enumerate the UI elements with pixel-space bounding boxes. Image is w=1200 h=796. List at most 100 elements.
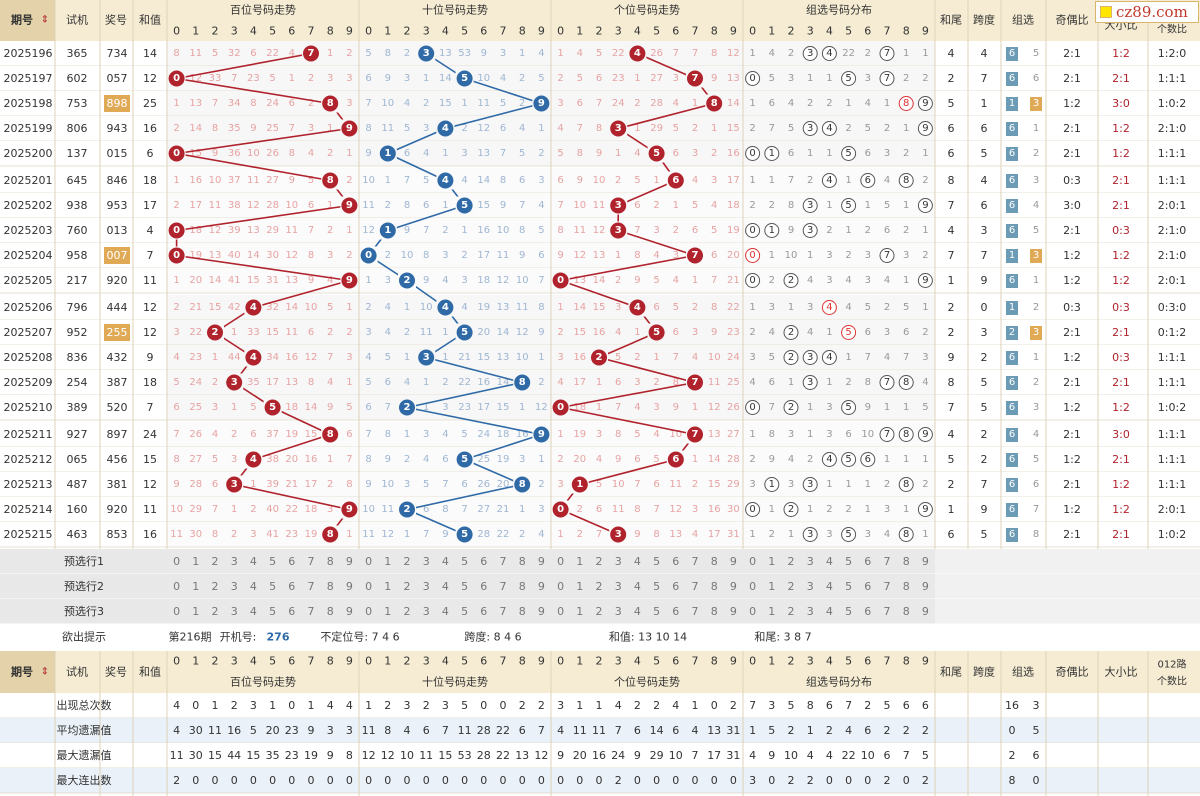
preselect-digit-button[interactable]: 8 [519,605,526,618]
preselect-digit-button[interactable]: 6 [864,605,871,618]
preselect-digit-button[interactable]: 0 [365,605,372,618]
preselect-digit-button[interactable]: 0 [749,605,756,618]
preselect-digit-button[interactable]: 3 [423,580,430,593]
preselect-digit-button[interactable]: 2 [788,580,795,593]
preselect-digit-button[interactable]: 5 [461,555,468,568]
preselect-digit-button[interactable]: 0 [365,555,372,568]
preselect-digit-button[interactable]: 2 [212,580,219,593]
preselect-digit-button[interactable]: 6 [288,555,295,568]
preselect-digit-button[interactable]: 3 [807,605,814,618]
preselect-digit-button[interactable]: 3 [615,555,622,568]
preselect-digit-button[interactable]: 2 [788,555,795,568]
preselect-digit-button[interactable]: 2 [788,605,795,618]
preselect-digit-button[interactable]: 1 [576,555,583,568]
preselect-digit-button[interactable]: 5 [461,605,468,618]
preselect-digit-button[interactable]: 4 [442,605,449,618]
preselect-digit-button[interactable]: 5 [845,580,852,593]
preselect-digit-button[interactable]: 7 [308,580,315,593]
preselect-digit-button[interactable]: 9 [922,580,929,593]
preselect-digit-button[interactable]: 6 [672,580,679,593]
preselect-digit-button[interactable]: 1 [192,555,199,568]
preselect-digit-button[interactable]: 9 [538,555,545,568]
preselect-digit-button[interactable]: 3 [615,605,622,618]
preselect-digit-button[interactable]: 7 [884,555,891,568]
preselect-digit-button[interactable]: 2 [404,555,411,568]
preselect-digit-button[interactable]: 6 [480,555,487,568]
preselect-digit-button[interactable]: 2 [212,555,219,568]
preselect-digit-button[interactable]: 0 [173,580,180,593]
preselect-digit-button[interactable]: 3 [423,605,430,618]
preselect-digit-button[interactable]: 6 [480,605,487,618]
preselect-digit-button[interactable]: 7 [500,580,507,593]
preselect-digit-button[interactable]: 8 [711,555,718,568]
preselect-digit-button[interactable]: 8 [903,555,910,568]
preselect-digit-button[interactable]: 9 [538,605,545,618]
preselect-digit-button[interactable]: 6 [480,580,487,593]
preselect-digit-button[interactable]: 5 [461,580,468,593]
preselect-digit-button[interactable]: 4 [634,555,641,568]
preselect-digit-button[interactable]: 8 [519,555,526,568]
preselect-digit-button[interactable]: 9 [922,605,929,618]
preselect-digit-button[interactable]: 5 [653,605,660,618]
preselect-digit-button[interactable]: 7 [308,555,315,568]
preselect-digit-button[interactable]: 2 [212,605,219,618]
preselect-digit-button[interactable]: 2 [404,580,411,593]
preselect-digit-button[interactable]: 3 [231,605,238,618]
preselect-digit-button[interactable]: 7 [692,580,699,593]
preselect-digit-button[interactable]: 8 [711,580,718,593]
preselect-digit-button[interactable]: 9 [346,555,353,568]
preselect-digit-button[interactable]: 8 [903,605,910,618]
preselect-digit-button[interactable]: 6 [864,555,871,568]
preselect-digit-button[interactable]: 9 [730,605,737,618]
footer-period-label[interactable]: 期号 [11,665,33,679]
preselect-digit-button[interactable]: 9 [538,580,545,593]
preselect-digit-button[interactable]: 2 [596,580,603,593]
preselect-digit-button[interactable]: 1 [576,605,583,618]
preselect-digit-button[interactable]: 7 [884,580,891,593]
preselect-digit-button[interactable]: 0 [557,555,564,568]
preselect-digit-button[interactable]: 4 [634,605,641,618]
preselect-digit-button[interactable]: 9 [346,605,353,618]
preselect-digit-button[interactable]: 5 [269,605,276,618]
preselect-digit-button[interactable]: 0 [557,605,564,618]
preselect-digit-button[interactable]: 8 [327,555,334,568]
preselect-digit-button[interactable]: 7 [500,555,507,568]
preselect-digit-button[interactable]: 2 [596,555,603,568]
preselect-digit-button[interactable]: 4 [250,580,257,593]
preselect-digit-button[interactable]: 8 [903,580,910,593]
preselect-digit-button[interactable]: 9 [730,555,737,568]
preselect-digit-button[interactable]: 8 [327,580,334,593]
preselect-digit-button[interactable]: 5 [845,605,852,618]
preselect-digit-button[interactable]: 3 [423,555,430,568]
preselect-digit-button[interactable]: 9 [346,580,353,593]
preselect-digit-button[interactable]: 8 [327,605,334,618]
preselect-digit-button[interactable]: 0 [557,580,564,593]
preselect-digit-button[interactable]: 7 [884,605,891,618]
preselect-digit-button[interactable]: 4 [442,580,449,593]
preselect-digit-button[interactable]: 6 [288,605,295,618]
preselect-digit-button[interactable]: 4 [826,580,833,593]
preselect-digit-button[interactable]: 0 [173,555,180,568]
preselect-digit-button[interactable]: 1 [576,580,583,593]
preselect-digit-button[interactable]: 4 [442,555,449,568]
sort-up-down-icon[interactable]: ⇕ [41,15,49,26]
preselect-digit-button[interactable]: 6 [288,580,295,593]
preselect-digit-button[interactable]: 5 [653,555,660,568]
preselect-digit-button[interactable]: 4 [250,605,257,618]
preselect-digit-button[interactable]: 1 [192,580,199,593]
preselect-digit-button[interactable]: 0 [749,555,756,568]
preselect-digit-button[interactable]: 2 [596,605,603,618]
preselect-digit-button[interactable]: 3 [807,580,814,593]
preselect-digit-button[interactable]: 1 [768,555,775,568]
preselect-digit-button[interactable]: 8 [519,580,526,593]
preselect-digit-button[interactable]: 1 [384,605,391,618]
preselect-digit-button[interactable]: 0 [365,580,372,593]
preselect-digit-button[interactable]: 3 [615,580,622,593]
preselect-digit-button[interactable]: 3 [231,580,238,593]
preselect-digit-button[interactable]: 2 [404,605,411,618]
preselect-digit-button[interactable]: 1 [768,580,775,593]
preselect-digit-button[interactable]: 5 [269,580,276,593]
preselect-digit-button[interactable]: 6 [672,555,679,568]
preselect-digit-button[interactable]: 5 [845,555,852,568]
preselect-digit-button[interactable]: 9 [730,580,737,593]
